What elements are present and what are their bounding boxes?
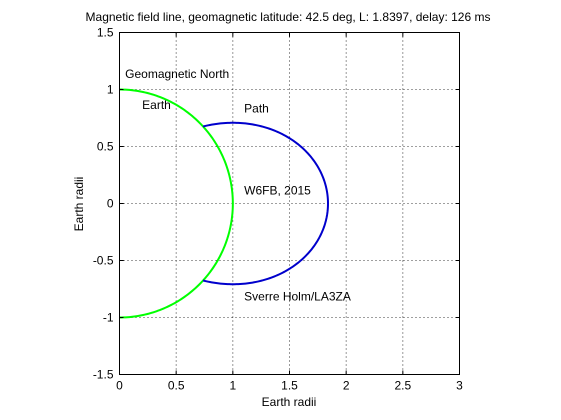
grid-lines — [119, 32, 460, 375]
series-line-earth — [119, 88, 234, 319]
x-tick-labels: 0 0.5 1 1.5 2 2.5 3 — [116, 379, 463, 393]
annotation-label: W6FB, 2015 — [244, 183, 311, 197]
y-tick-label: 1.5 — [97, 26, 114, 40]
series-line-path — [202, 121, 330, 286]
x-tick-label: 1 — [229, 379, 236, 393]
annotations: Geomagnetic North Earth Path W6FB, 2015 Sver… — [125, 67, 351, 303]
annotation-label: Sverre Holm/LA3ZA — [244, 289, 351, 303]
annotation-label: Geomagnetic North — [125, 67, 229, 81]
x-tick-label: 0 — [116, 379, 123, 393]
y-tick-label: -0.5 — [93, 254, 114, 268]
axis-ticks — [119, 32, 460, 375]
x-tick-label: 0.5 — [168, 379, 185, 393]
y-axis-label: Earth radii — [72, 177, 86, 232]
annotation-label: Path — [244, 101, 269, 115]
y-tick-label: -1 — [103, 311, 114, 325]
y-tick-label: 0.5 — [97, 140, 114, 154]
x-tick-label: 2 — [343, 379, 350, 393]
x-tick-label: 1.5 — [281, 379, 298, 393]
x-tick-label: 2.5 — [394, 379, 411, 393]
y-tick-label: 1 — [107, 83, 114, 97]
annotation-label: Earth — [142, 98, 171, 112]
x-axis-label: Earth radii — [262, 395, 317, 409]
y-tick-label: -1.5 — [93, 368, 114, 382]
plot-curves — [119, 88, 330, 319]
y-tick-labels: 1.5 1 0.5 0 -0.5 -1 -1.5 — [93, 26, 114, 382]
y-tick-label: 0 — [107, 197, 114, 211]
chart-title: Magnetic field line, geomagnetic latitud… — [86, 10, 491, 24]
x-tick-label: 3 — [456, 379, 463, 393]
